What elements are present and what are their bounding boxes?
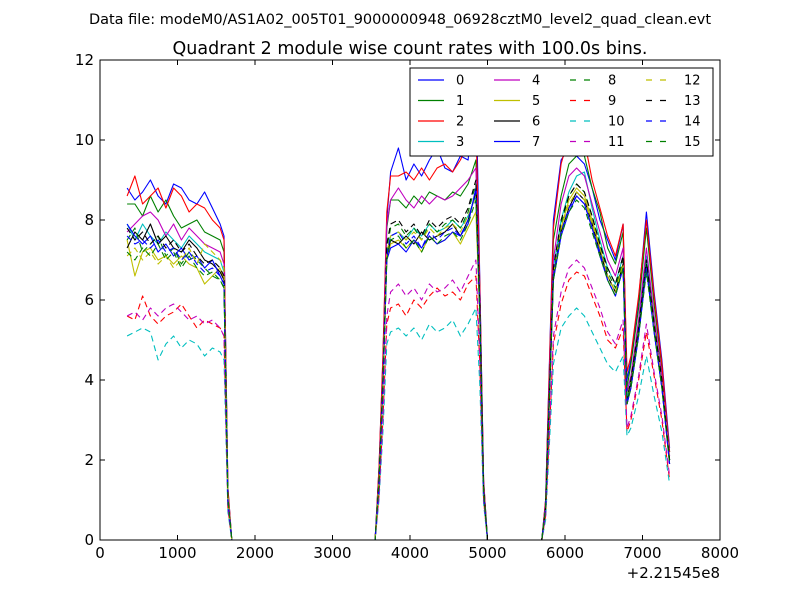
- legend-label: 10: [608, 115, 625, 130]
- legend-label: 5: [532, 94, 540, 109]
- y-tick-label: 10: [75, 131, 94, 149]
- x-tick-label: 1000: [158, 544, 196, 562]
- y-tick-label: 2: [84, 451, 94, 469]
- x-tick-label: 8000: [701, 544, 739, 562]
- chart-suptitle: Data file: modeM0/AS1A02_005T01_90000009…: [89, 12, 711, 28]
- legend-label: 0: [456, 74, 464, 89]
- x-tick-label: 5000: [468, 544, 506, 562]
- series-line-2: [126, 123, 671, 540]
- legend-label: 15: [684, 135, 701, 150]
- series-line-9: [126, 271, 671, 540]
- legend-label: 12: [684, 74, 701, 89]
- x-tick-label: 2000: [236, 544, 274, 562]
- series-line-12: [126, 191, 671, 540]
- series-line-4: [126, 167, 671, 540]
- x-tick-label: 3000: [313, 544, 351, 562]
- legend-label: 9: [608, 94, 616, 109]
- legend-label: 3: [456, 135, 464, 150]
- x-tick-label: 4000: [391, 544, 429, 562]
- y-tick-label: 8: [84, 211, 94, 229]
- axis-ticks: 0 1000 2000 3000 4000 5000 6000 7000 80000246810…: [75, 51, 739, 562]
- x-tick-label: 0: [95, 544, 105, 562]
- series-line-10: [126, 307, 671, 540]
- plot-area: [99, 59, 721, 541]
- series-line-15: [126, 199, 671, 540]
- x-tick-label: 7000: [623, 544, 661, 562]
- legend-label: 14: [684, 115, 701, 130]
- y-tick-label: 6: [84, 291, 94, 309]
- legend-label: 1: [456, 94, 464, 109]
- legend-label: 11: [608, 135, 625, 150]
- legend-label: 8: [608, 74, 616, 89]
- legend-label: 13: [684, 94, 701, 109]
- legend-label: 7: [532, 135, 540, 150]
- chart-title: Quadrant 2 module wise count rates with …: [173, 39, 648, 59]
- y-tick-label: 4: [84, 371, 94, 389]
- legend-label: 4: [532, 74, 540, 89]
- y-tick-label: 0: [84, 531, 94, 549]
- series-line-8: [126, 183, 671, 540]
- x-tick-label: 6000: [546, 544, 584, 562]
- x-offset-label: +2.21545e8: [627, 564, 720, 582]
- legend-label: 2: [456, 115, 464, 130]
- series-line-13: [126, 179, 671, 540]
- y-tick-label: 12: [75, 51, 94, 69]
- series-line-11: [126, 259, 671, 540]
- legend-label: 6: [532, 115, 540, 130]
